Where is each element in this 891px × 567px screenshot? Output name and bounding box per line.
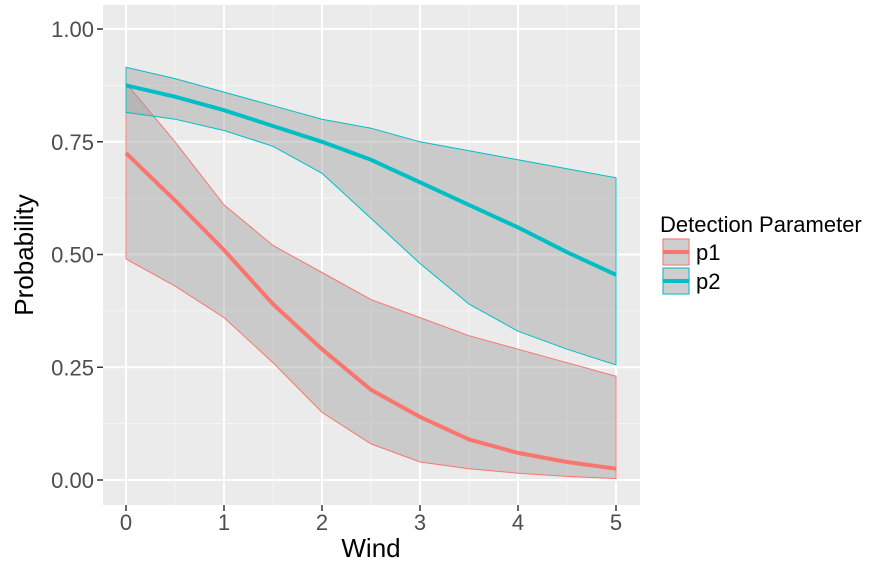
x-axis-title: Wind xyxy=(341,533,400,563)
confidence-bands xyxy=(125,66,617,480)
legend-title: Detection Parameter xyxy=(660,212,862,237)
y-tick-label: 0.25 xyxy=(51,355,94,380)
y-tick-label: 0.75 xyxy=(51,130,94,155)
y-tick-label: 1.00 xyxy=(51,17,94,42)
legend-label-p1: p1 xyxy=(696,240,720,265)
band-p2 xyxy=(125,66,617,366)
y-tick-label: 0.50 xyxy=(51,243,94,268)
x-tick-label: 4 xyxy=(512,510,524,535)
y-tick-label: 0.00 xyxy=(51,468,94,493)
legend-label-p2: p2 xyxy=(696,269,720,294)
line-p1 xyxy=(124,151,617,471)
x-tick-label: 1 xyxy=(218,510,230,535)
line-p2 xyxy=(125,83,617,277)
band-p1 xyxy=(125,81,617,480)
x-tick-label: 5 xyxy=(610,510,622,535)
x-tick-label: 2 xyxy=(316,510,328,535)
y-axis-title: Probability xyxy=(9,194,39,315)
x-tick-label: 0 xyxy=(120,510,132,535)
x-axis: 0 1 2 3 4 5 xyxy=(120,505,622,535)
x-tick-label: 3 xyxy=(414,510,426,535)
series-lines xyxy=(124,83,617,471)
y-axis: 0.00 0.25 0.50 0.75 1.00 xyxy=(51,17,103,493)
